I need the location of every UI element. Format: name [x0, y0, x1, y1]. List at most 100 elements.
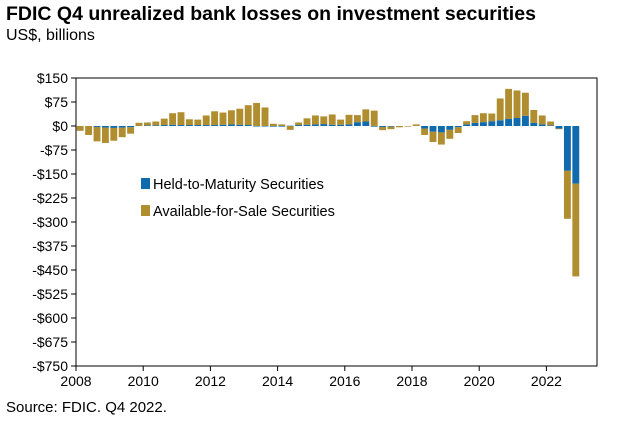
bar-htm: [101, 126, 109, 128]
y-tick-label: -$450: [32, 262, 68, 278]
bar-afs: [530, 110, 538, 123]
bar-afs: [353, 115, 361, 123]
bar-htm: [421, 126, 429, 129]
y-tick-label: -$225: [32, 190, 68, 206]
y-tick-label: $0: [52, 118, 68, 134]
bar-afs: [387, 126, 395, 130]
bar-afs: [269, 123, 277, 126]
bar-htm: [295, 125, 303, 126]
bar-afs: [185, 119, 193, 126]
bar-afs: [143, 122, 151, 126]
bar-htm: [446, 126, 454, 130]
legend-swatch: [141, 178, 150, 189]
bar-afs: [194, 119, 202, 126]
y-tick-label: -$525: [32, 286, 68, 302]
y-tick-label: -$675: [32, 334, 68, 350]
axes-group: $150 $75 $0 -$75 -$150 -$225 -$300 -$375 -$450 -$…: [32, 70, 598, 389]
bar-htm: [471, 122, 479, 126]
bar-htm: [353, 122, 361, 126]
bar-htm: [437, 126, 445, 133]
bar-afs: [219, 112, 227, 125]
bar-htm: [219, 124, 227, 126]
bar-afs: [152, 121, 160, 126]
bar-afs: [93, 126, 101, 142]
chart-source: Source: FDIC. Q4 2022.: [6, 399, 167, 416]
bar-afs: [261, 107, 269, 126]
bar-htm: [513, 118, 521, 126]
y-tick-label: -$150: [32, 166, 68, 182]
bar-afs: [505, 88, 513, 119]
bar-htm: [236, 124, 244, 126]
bar-afs: [496, 98, 504, 121]
bar-afs: [169, 113, 177, 125]
bar-afs: [454, 127, 462, 134]
x-tick-label: 2012: [195, 373, 226, 389]
bars-group: [76, 88, 580, 277]
bar-afs: [253, 102, 261, 126]
bar-afs: [446, 129, 454, 139]
legend-label: Available-for-Sale Securities: [153, 204, 335, 220]
bar-afs: [479, 113, 487, 123]
bar-afs: [538, 115, 546, 125]
bar-htm: [505, 118, 513, 126]
bar-afs: [471, 115, 479, 123]
bar-htm: [253, 126, 261, 127]
bar-afs: [370, 110, 378, 126]
bar-afs: [160, 118, 168, 126]
bar-htm: [194, 125, 202, 126]
bar-afs: [429, 131, 437, 142]
bar-afs: [303, 118, 311, 125]
bar-afs: [101, 127, 109, 143]
bar-afs: [320, 116, 328, 125]
bar-htm: [152, 125, 160, 126]
bar-htm: [227, 124, 235, 126]
bar-htm: [479, 122, 487, 126]
bar-htm: [429, 126, 437, 132]
bar-afs: [412, 124, 420, 126]
bar-afs: [118, 127, 126, 138]
bar-htm: [572, 126, 580, 184]
bar-afs: [202, 115, 210, 126]
bar-htm: [345, 124, 353, 126]
bar-htm: [143, 125, 151, 126]
bar-afs: [395, 126, 403, 128]
bar-afs: [328, 114, 336, 125]
bar-htm: [177, 125, 185, 126]
y-tick-label: -$300: [32, 214, 68, 230]
bar-htm: [160, 125, 168, 126]
bar-afs: [227, 110, 235, 125]
bar-htm: [286, 125, 294, 127]
bar-afs: [362, 109, 370, 122]
bar-afs: [286, 126, 294, 130]
bar-htm: [169, 124, 177, 126]
bar-afs: [127, 127, 135, 134]
bar-afs: [437, 132, 445, 145]
bar-htm: [379, 126, 387, 127]
bar-htm: [463, 124, 471, 126]
bar-htm: [202, 125, 210, 126]
bar-afs: [421, 128, 429, 135]
bar-htm: [93, 126, 101, 127]
x-tick-label: 2010: [128, 373, 159, 389]
bar-afs: [463, 121, 471, 125]
y-tick-label: -$75: [40, 142, 68, 158]
bar-afs: [345, 114, 353, 125]
bar-afs: [337, 119, 345, 125]
x-tick-label: 2008: [60, 373, 91, 389]
bar-htm: [211, 125, 219, 126]
bar-afs: [521, 92, 529, 116]
y-tick-label: -$600: [32, 310, 68, 326]
bar-afs: [85, 126, 93, 135]
bar-htm: [244, 125, 252, 126]
bar-htm: [110, 126, 118, 128]
bar-afs: [236, 108, 244, 125]
bar-htm: [328, 124, 336, 126]
bar-afs: [404, 126, 412, 127]
bar-htm: [269, 126, 277, 127]
bar-afs: [135, 122, 143, 126]
bar-afs: [278, 124, 286, 126]
chart-subtitle: US$, billions: [6, 27, 95, 44]
x-tick-label: 2016: [329, 373, 360, 389]
bar-afs: [311, 115, 319, 125]
